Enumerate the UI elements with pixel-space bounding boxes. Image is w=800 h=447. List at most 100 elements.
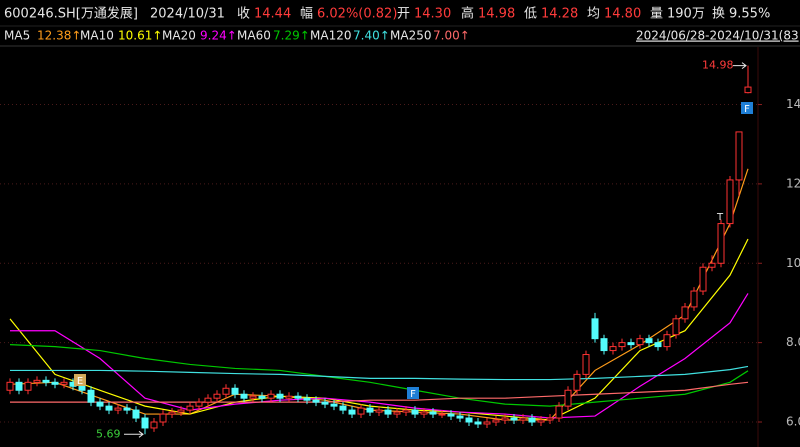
candle-body xyxy=(303,397,311,401)
field-value: 6.02%(0.82) xyxy=(317,7,397,22)
candle-body xyxy=(609,346,617,352)
y-tick-label: 8.0 xyxy=(786,335,800,349)
event-marker-label: F xyxy=(744,104,750,115)
legend-value: 10.61↑ xyxy=(118,29,162,43)
candle-body xyxy=(582,354,590,375)
candle-body xyxy=(447,413,455,417)
candle-body xyxy=(195,401,203,407)
field-label: 高 xyxy=(461,6,474,22)
candle-body xyxy=(267,393,275,399)
candle-body xyxy=(105,405,113,411)
candle-body xyxy=(78,385,86,391)
candle-body xyxy=(384,409,392,415)
candle-body xyxy=(240,393,248,399)
candle-body xyxy=(204,397,212,403)
event-marker xyxy=(407,387,419,399)
ma-line xyxy=(9,238,749,421)
candle-body xyxy=(114,407,122,411)
candle-body xyxy=(672,318,680,336)
field-label: 开 xyxy=(397,7,410,22)
legend-name: MA120 xyxy=(310,29,351,43)
ma-line xyxy=(9,344,749,407)
y-tick-label: 12 xyxy=(786,176,800,190)
candle-body xyxy=(429,411,437,415)
event-marker xyxy=(741,102,753,114)
event-marker-label: T xyxy=(716,212,724,223)
candle-body xyxy=(177,409,185,413)
candle-body xyxy=(51,381,59,385)
event-marker-label: E xyxy=(77,376,83,387)
field-label: 量 xyxy=(650,7,663,22)
candle-body xyxy=(393,411,401,415)
legend-name: MA5 xyxy=(4,29,30,43)
legend-value: 7.40↑ xyxy=(353,29,390,43)
high-arrow xyxy=(733,62,747,70)
candle-body xyxy=(33,379,41,383)
candle-body xyxy=(474,421,482,425)
ma-line xyxy=(10,381,749,403)
low-label: 5.69 xyxy=(96,427,121,440)
ma-line xyxy=(9,168,749,421)
period-range: 2024/06/28-2024/10/31(83 xyxy=(636,29,799,43)
field-value: 9.55% xyxy=(729,7,770,22)
candle-body xyxy=(276,393,284,399)
y-tick-label: 14 xyxy=(786,97,800,111)
candle-body xyxy=(285,395,293,399)
low-arrow xyxy=(124,430,144,438)
candle-body xyxy=(708,262,716,268)
candle-body xyxy=(492,419,500,423)
stock-code: 600246.SH[万通发展] xyxy=(4,6,138,22)
quote-date: 2024/10/31 xyxy=(150,7,225,22)
candle-body xyxy=(618,342,626,348)
candle-body xyxy=(339,405,347,411)
candle-body xyxy=(357,407,365,415)
legend-name: MA60 xyxy=(237,29,271,43)
candle-body xyxy=(42,379,50,383)
candle-body xyxy=(627,342,635,346)
legend-value: 7.00↑ xyxy=(433,29,470,43)
event-marker-label: F xyxy=(410,389,416,400)
candle-body xyxy=(699,266,707,292)
field-label: 换 xyxy=(712,7,725,22)
ma-line xyxy=(10,293,749,419)
candle-body xyxy=(294,395,302,399)
candle-body xyxy=(591,318,599,340)
field-label: 均 xyxy=(587,7,600,22)
candle-body xyxy=(438,413,446,416)
event-marker xyxy=(74,374,86,386)
candle-body xyxy=(168,411,176,415)
y-tick-label: 6.0 xyxy=(786,415,800,429)
candle-body xyxy=(312,399,320,403)
candle-body xyxy=(366,407,374,413)
candle-body xyxy=(573,373,581,391)
candle-body xyxy=(519,417,527,421)
candle-body xyxy=(411,409,419,415)
candle-body xyxy=(96,401,104,407)
y-tick-label: 10 xyxy=(786,256,800,270)
candle-body xyxy=(636,338,644,346)
candle-body xyxy=(528,417,536,423)
candle-body xyxy=(555,405,563,419)
legend-name: MA10 xyxy=(80,29,114,43)
candle-body xyxy=(420,411,428,415)
field-value: 14.30 xyxy=(414,7,451,22)
candle-body xyxy=(222,387,230,395)
legend-name: MA20 xyxy=(162,29,196,43)
candle-body xyxy=(141,417,149,429)
candle-body xyxy=(186,405,194,411)
high-label: 14.98 xyxy=(702,59,734,72)
legend-value: 9.24↑ xyxy=(200,29,237,43)
candle-body xyxy=(348,409,356,415)
candle-body xyxy=(87,389,95,403)
legend-name: MA250 xyxy=(390,29,431,43)
candle-body xyxy=(735,131,743,181)
candle-body xyxy=(510,417,518,421)
candle-body xyxy=(654,342,662,348)
candle-body xyxy=(402,409,410,413)
candle-body xyxy=(213,393,221,399)
field-value: 14.98 xyxy=(478,7,515,22)
ma-line xyxy=(10,365,749,381)
candle-body xyxy=(159,413,167,423)
candle-body xyxy=(456,415,464,419)
